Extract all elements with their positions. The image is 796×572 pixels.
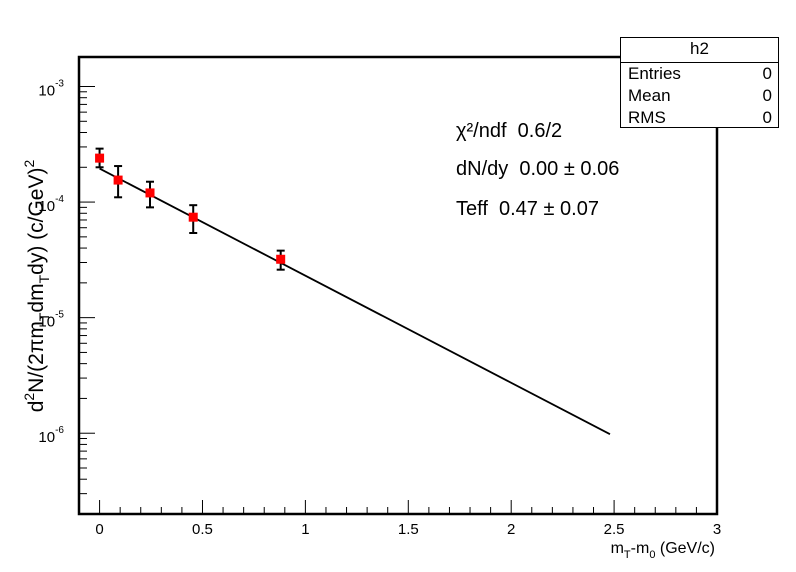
stats-row-mean: Mean 0 [621,85,778,107]
fit-line [99,167,611,436]
data-point [188,212,198,222]
y-tick-label: 10-4 [38,194,64,215]
fit-layer [99,167,611,436]
fit-dndy-pm: ± [563,158,575,180]
fit-chi2-label: χ²/ndf [456,120,507,142]
data-points [95,147,286,271]
stats-box: h2 Entries 0 Mean 0 RMS 0 [620,37,779,128]
fit-teff-label: Teff [456,198,488,220]
fit-dndy: dN/dy 0.00 ± 0.06 [456,158,619,181]
fit-teff: Teff 0.47 ± 0.07 [456,198,599,221]
stats-row-entries: Entries 0 [621,63,778,85]
x-tick-label: 1 [301,521,309,538]
fit-teff-value: 0.47 [499,198,538,220]
y-tick-label: 10-3 [38,79,64,100]
y-axis: 10-6 10-5 10-4 10-3 [38,79,95,515]
stats-row-rms: RMS 0 [621,107,778,129]
stats-value: 0 [762,108,772,127]
y-tick-label: 10-6 [38,425,64,446]
stats-label: Mean [628,86,671,105]
stats-label: Entries [628,64,681,83]
fit-teff-pm: ± [543,198,555,220]
plot-frame [77,55,719,516]
fit-chi2-value: 0.6/2 [517,120,563,142]
fit-chi2: χ²/ndf 0.6/2 [456,120,562,143]
x-tick-label: 1.5 [398,521,419,538]
x-tick-label: 0.5 [192,521,213,538]
y-axis-label: d2N/(2πmTdmTdy) (c/GeV)2 [21,159,52,412]
stats-box-title: h2 [621,38,778,63]
data-point [276,254,286,264]
x-tick-label: 3 [713,521,721,538]
fit-dndy-label: dN/dy [456,158,509,180]
data-point [95,153,105,163]
stats-value: 0 [762,86,772,105]
stats-label: RMS [628,108,666,127]
x-tick-label: 2 [507,521,515,538]
fit-dndy-value: 0.00 [519,158,559,180]
x-axis-label: mT-m0 (GeV/c) [611,540,715,561]
stats-value: 0 [762,64,772,83]
data-point [145,188,155,198]
data-point [113,175,123,185]
x-tick-label: 0 [95,521,103,538]
x-axis: 0 0.5 1 1.5 2 2.5 3 [78,500,721,538]
fit-dndy-error: 0.06 [580,158,620,180]
y-tick-label: 10-5 [38,310,64,331]
fit-teff-error: 0.07 [560,198,599,220]
x-tick-label: 2.5 [604,521,625,538]
